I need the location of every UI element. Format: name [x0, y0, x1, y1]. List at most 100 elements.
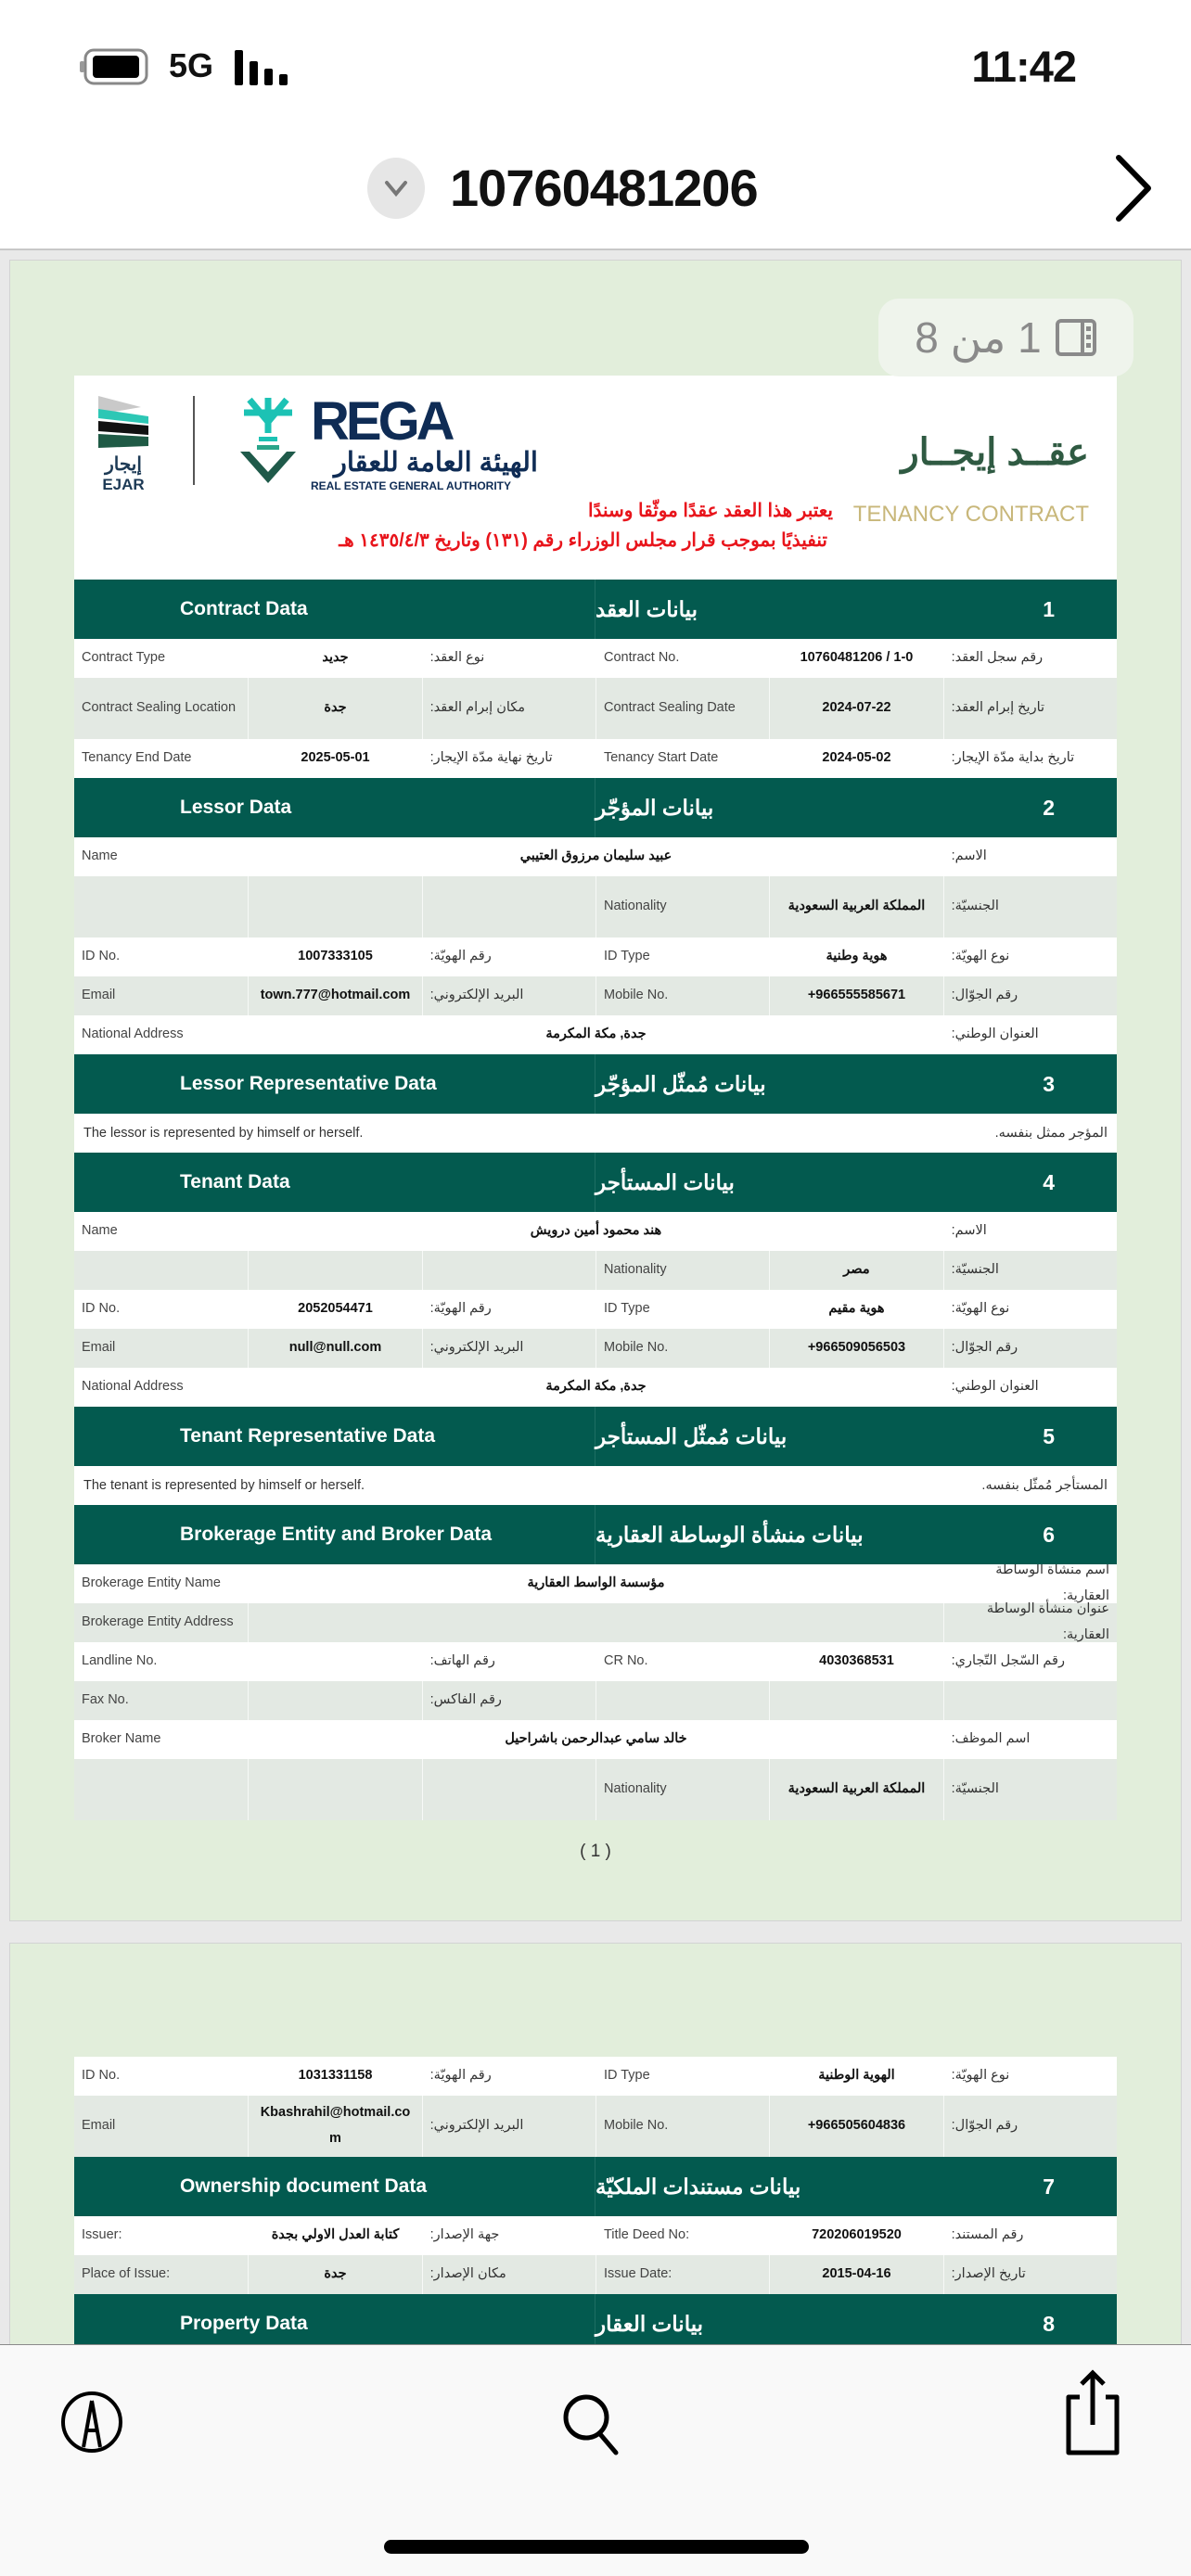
table-row: Fax No. رقم الفاكس:: [74, 1681, 1117, 1720]
field-value: [248, 1251, 421, 1290]
field-label-en: Nationality: [595, 1251, 769, 1290]
section-title-en: Lessor Representative Data: [74, 1054, 596, 1114]
field-label-ar: الجنسيّة:: [942, 876, 1117, 937]
chevron-down-icon: [385, 181, 407, 197]
field-label-en: Email: [82, 2118, 116, 2134]
section-title-en: Tenant Representative Data: [74, 1407, 596, 1466]
field-label-ar: تاريخ إبرام العقد:: [942, 678, 1117, 739]
page-indicator[interactable]: 1 من 8: [878, 299, 1133, 376]
row-text-en: The lessor is represented by himself or …: [83, 1126, 364, 1141]
table-row: ID No. 1031331158 رقم الهويّة: ID Type الهوي…: [74, 2057, 1117, 2096]
section-title-en: Brokerage Entity and Broker Data: [74, 1505, 596, 1564]
field-label-en: Title Deed No:: [595, 2216, 769, 2255]
table-row: Brokerage Entity Address عنوان منشأة الوس…: [74, 1601, 1117, 1642]
thumbnails-icon: [1055, 319, 1096, 356]
section-header: Tenant Representative Data بيانات مُمثّل …: [74, 1407, 1117, 1466]
field-value: 2015-04-16: [769, 2255, 942, 2294]
search-icon[interactable]: [560, 2391, 627, 2458]
field-label-en: Nationality: [595, 876, 769, 937]
field-value: [769, 1681, 942, 1720]
field-value: كتابة العدل الاولي بجدة: [248, 2216, 421, 2255]
field-label-en: [74, 876, 248, 937]
section-number: 6: [1043, 1522, 1055, 1547]
field-label-ar: رقم سجل العقد:: [942, 639, 1117, 678]
field-label-en: ID Type: [595, 2057, 769, 2096]
field-value: مؤسسة الواسط العقارية: [248, 1564, 942, 1603]
table-row: The tenant is represented by himself or …: [74, 1466, 1117, 1505]
section-number: 4: [1043, 1169, 1055, 1194]
home-indicator[interactable]: [384, 2540, 809, 2554]
document-header: إيجار EJAR REGA الهيئة العامة للعقار REA…: [74, 376, 1117, 580]
field-label-ar: جهة الإصدار:: [421, 2216, 596, 2255]
row-text-ar: المؤجر ممثل بنفسه.: [994, 1126, 1108, 1141]
field-label-ar: رقم الجوّال:: [942, 976, 1117, 1015]
navigation-bar: 10760481206: [0, 121, 1191, 250]
title-menu-button[interactable]: [367, 158, 425, 219]
table-row: Place of Issue: جدة مكان الإصدار: Issue Dat…: [74, 2255, 1117, 2294]
document-title[interactable]: 10760481206: [450, 159, 759, 217]
table-row: Contract Sealing Location جدة مكان إبرام ا…: [74, 678, 1117, 739]
field-label-ar: الاسم:: [942, 837, 1117, 876]
field-label-en: Contract Type: [82, 650, 166, 666]
field-label-ar: رقم الفاكس:: [421, 1681, 596, 1720]
field-label-ar: العنوان الوطني:: [942, 1368, 1117, 1407]
table-row: Name هند محمود أمين درويش الاسم:: [74, 1212, 1117, 1251]
field-label-ar: البريد الإلكتروني:: [421, 976, 596, 1015]
notice-line-1: يعتبر هذا العقد عقدًا موثّقا وسندًا: [587, 501, 833, 521]
section-number: 1: [1043, 596, 1055, 621]
field-label-en: ID No.: [82, 2068, 121, 2084]
table-row: Email Kbashrahil@hotmail.com البريد الإلكت…: [74, 2096, 1117, 2157]
page-number: ( 1 ): [580, 1842, 611, 1861]
field-value: +966509056503: [769, 1329, 942, 1368]
table-row: Broker Name خالد سامي عبدالرحمن باشراحيل ا…: [74, 1720, 1117, 1759]
field-label-ar: الاسم:: [942, 1212, 1117, 1251]
field-value: 720206019520: [769, 2216, 942, 2255]
field-label-ar: تاريخ الإصدار:: [942, 2255, 1117, 2294]
section-title-ar: بيانات العقار: [596, 2311, 704, 2336]
section-title-ar: بيانات منشأة الوساطة العقارية: [596, 1522, 864, 1547]
field-value: 1007333105: [248, 937, 421, 976]
field-label-ar: الجنسيّة:: [942, 1759, 1117, 1820]
contract-sections: Contract Data بيانات العقد 1 Contract Type ج…: [74, 580, 1117, 1820]
field-value: جدة, مكة المكرمة: [248, 1015, 942, 1054]
field-label-en: [74, 1251, 248, 1290]
table-row: National Address جدة, مكة المكرمة العنوان …: [74, 1368, 1117, 1407]
field-label-ar: رقم الهويّة:: [421, 937, 596, 976]
share-icon[interactable]: [1057, 2367, 1128, 2460]
markup-icon[interactable]: [59, 2390, 124, 2455]
field-label-ar: اسم الموظف:: [942, 1720, 1117, 1759]
page-indicator-label: 1 من 8: [915, 313, 1042, 362]
status-bar: 5G 11:42: [0, 0, 1191, 121]
field-label-ar: رقم المستند:: [942, 2216, 1117, 2255]
table-row: Nationality مصر الجنسيّة:: [74, 1251, 1117, 1290]
field-value: [248, 1681, 421, 1720]
field-label-ar: رقم الجوّال:: [942, 1329, 1117, 1368]
field-label-en: [595, 1681, 769, 1720]
section-title-ar: بيانات المؤجّر: [596, 795, 714, 820]
section-header: Lessor Representative Data بيانات مُمثّل …: [74, 1054, 1117, 1114]
field-label-ar: [421, 876, 596, 937]
field-value: 1031331158: [248, 2057, 421, 2096]
field-label-ar: البريد الإلكتروني:: [421, 2096, 596, 2157]
field-label-ar: [421, 1759, 596, 1820]
section-title-ar: بيانات العقد: [596, 596, 698, 621]
field-label-en: Contract Sealing Location: [82, 700, 237, 716]
section-title-ar: بيانات مستندات الملكيّة: [596, 2174, 801, 2199]
field-label-en: Name: [82, 848, 118, 864]
field-value: 2025-05-01: [248, 739, 421, 778]
field-label-en: [74, 1759, 248, 1820]
field-label-en: Contract Sealing Date: [595, 678, 769, 739]
section-header: Ownership document Data بيانات مستندات ال…: [74, 2157, 1117, 2216]
field-label-en: Name: [82, 1223, 118, 1239]
field-label-en: Issuer:: [82, 2227, 122, 2243]
rega-logo-mark: [240, 397, 296, 483]
chevron-right-icon[interactable]: [1111, 154, 1156, 223]
field-label-en: National Address: [82, 1379, 184, 1395]
field-label-ar: [421, 1251, 596, 1290]
doc-title-ar: عقــد إيجــار: [901, 432, 1089, 473]
table-row: ID No. 1007333105 رقم الهويّة: ID Type هوية …: [74, 937, 1117, 976]
field-label-en: Mobile No.: [595, 2096, 769, 2157]
field-label-ar: العنوان الوطني:: [942, 1015, 1117, 1054]
field-label-ar: نوع الهويّة:: [942, 1290, 1117, 1329]
section-number: 8: [1043, 2311, 1055, 2336]
